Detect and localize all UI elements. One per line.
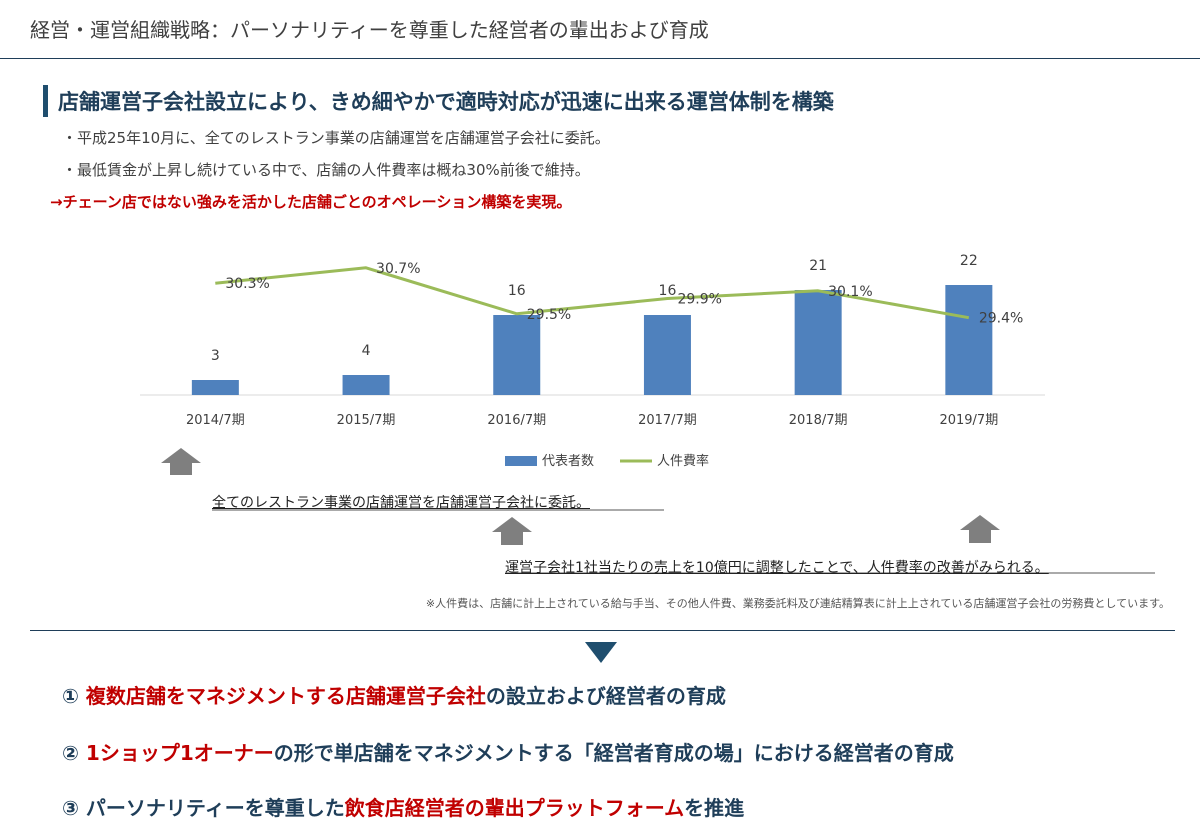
x-tick-label: 2015/7期 (337, 413, 396, 428)
bullet-labor-ratio: ・最低賃金が上昇し続けている中で、店舗の人件費率は概ね30%前後で維持。 (62, 161, 590, 179)
legend-bar-swatch (505, 456, 537, 466)
bar-representatives (945, 285, 993, 395)
summary-text: の設立および経営者の育成 (485, 684, 726, 708)
up-arrow-icon (960, 515, 1000, 543)
summary-item-3: ③ パーソナリティーを尊重した飲食店経営者の輩出プラットフォームを推進 (62, 792, 744, 821)
bar-representatives (342, 375, 390, 395)
page-title: 経営・運営組織戦略：パーソナリティーを尊重した経営者の輩出および育成 (30, 18, 709, 42)
line-data-label: 30.7% (376, 261, 420, 277)
x-tick-label: 2018/7期 (789, 413, 848, 428)
summary-number: ② (62, 741, 79, 765)
summary-highlight: 1ショップ1オーナー (85, 741, 274, 765)
bar-data-label: 16 (659, 283, 677, 299)
summary-highlight: 飲食店経営者の輩出プラットフォーム (344, 796, 685, 820)
summary-text: の形で単店舗をマネジメントする「経営者育成の場」における経営者の育成 (273, 741, 954, 765)
bar-data-label: 3 (211, 348, 220, 364)
x-tick-label: 2017/7期 (638, 413, 697, 428)
legend-bar-label: 代表者数 (542, 454, 594, 469)
up-arrow-icon (492, 517, 532, 545)
bar-data-label: 21 (809, 258, 827, 274)
x-tick-label: 2014/7期 (186, 413, 245, 428)
bullet-outsourcing: ・平成25年10月に、全てのレストラン事業の店舗運営を店舗運営子会社に委託。 (62, 129, 610, 147)
annotation-2014: 全てのレストラン事業の店舗運営を店舗運営子会社に委託。 (212, 495, 590, 511)
bar-data-label: 4 (362, 343, 371, 359)
summary-item-1: ① 複数店舗をマネジメントする店舗運営子会社の設立および経営者の育成 (62, 680, 726, 709)
annotation-2016-2019: 運営子会社1社当たりの売上を10億円に調整したことで、人件費率の改善がみられる。 (505, 560, 1049, 576)
bar-representatives (191, 380, 239, 395)
summary-divider (30, 630, 1175, 631)
down-triangle-icon (585, 642, 617, 663)
footnote: ※人件費は、店舗に計上上されている給与手当、その他人件費、業務委託料及び連結精算… (425, 597, 1170, 610)
section-headline: 店舗運営子会社設立により、きめ細やかで適時対応が迅速に出来る運営体制を構築 (58, 90, 834, 114)
conclusion-text: →チェーン店ではない強みを活かした店舗ごとのオペレーション構築を実現。 (50, 193, 572, 211)
bar-data-label: 16 (508, 283, 526, 299)
line-data-label: 29.4% (979, 311, 1023, 327)
title-divider (0, 58, 1200, 59)
headline-accent-bar (43, 85, 48, 117)
x-tick-label: 2019/7期 (939, 413, 998, 428)
line-data-label: 29.9% (677, 292, 721, 308)
summary-text: を推進 (684, 796, 745, 820)
up-arrow-icon (161, 448, 201, 475)
legend-line-label: 人件費率 (657, 453, 709, 469)
summary-number: ① (62, 684, 79, 708)
summary-highlight: 複数店舗をマネジメントする店舗運営子会社 (85, 684, 486, 708)
bar-data-label: 22 (960, 253, 978, 269)
x-tick-label: 2016/7期 (487, 413, 546, 428)
labor-rate-line (215, 266, 970, 320)
summary-text: パーソナリティーを尊重した (85, 796, 345, 820)
bar-representatives (794, 290, 842, 395)
summary-item-2: ② 1ショップ1オーナーの形で単店舗をマネジメントする「経営者育成の場」における… (62, 737, 954, 766)
bar-representatives (493, 315, 541, 395)
line-data-label: 29.5% (527, 307, 571, 323)
summary-number: ③ (62, 796, 79, 820)
line-data-label: 30.3% (225, 276, 269, 292)
line-data-label: 30.1% (828, 284, 872, 300)
bar-representatives (643, 315, 691, 395)
